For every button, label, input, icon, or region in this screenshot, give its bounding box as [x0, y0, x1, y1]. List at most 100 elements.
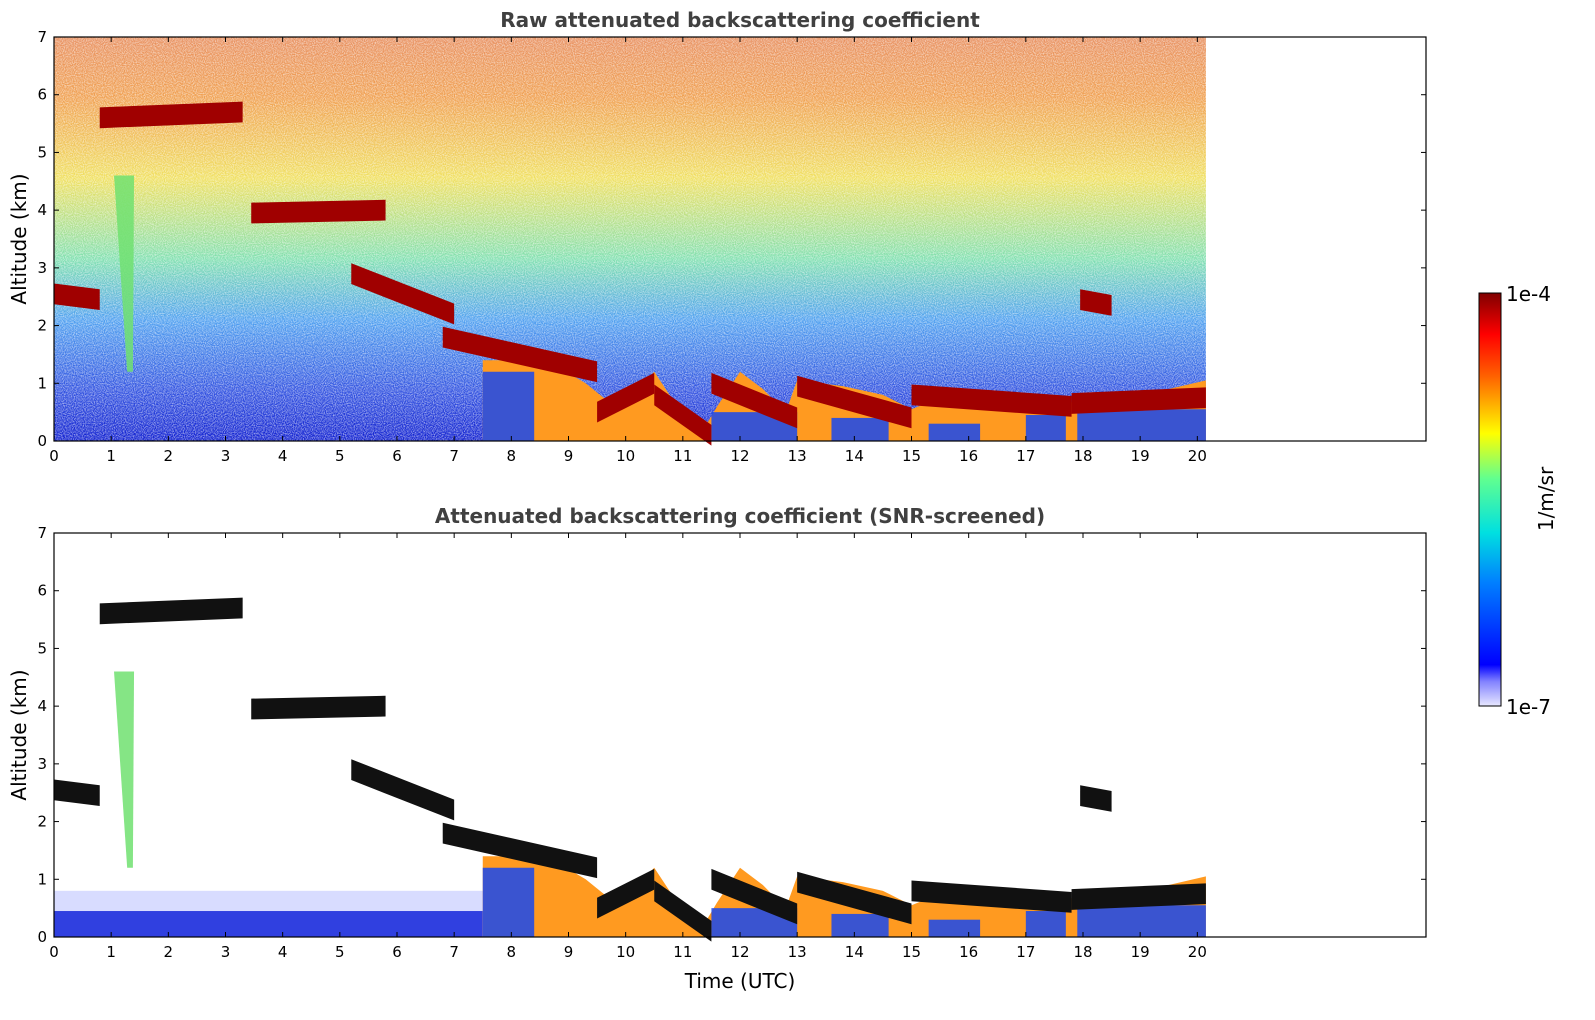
cloud-layer-10: [1071, 387, 1206, 414]
x-tick-label: 18: [1073, 943, 1092, 961]
x-tick-label: 7: [449, 447, 459, 465]
cloud-layer-9: [911, 384, 1072, 417]
cloud-layer-9: [911, 880, 1072, 913]
x-tick-label: 6: [392, 943, 402, 961]
x-tick-label: 3: [221, 943, 231, 961]
x-tick-label: 19: [1131, 943, 1150, 961]
cloud-layer-2: [251, 199, 386, 224]
x-tick-label: 5: [335, 447, 345, 465]
y-tick-label: 5: [37, 143, 47, 161]
x-tick-label: 20: [1188, 447, 1207, 465]
colorbar-gradient: [1478, 292, 1502, 707]
virga-plume: [114, 671, 135, 868]
low-backscatter-patch: [482, 371, 535, 441]
x-tick-label: 11: [673, 447, 692, 465]
x-tick-label: 1: [106, 943, 116, 961]
raw-panel: Raw attenuated backscattering coefficien…: [7, 8, 1427, 465]
colorbar-min-label: 1e-7: [1506, 695, 1551, 719]
cloud-layer-0: [54, 779, 100, 806]
y-tick-label: 6: [37, 86, 47, 104]
noise-speckle: [54, 37, 1206, 441]
cloud-layer-8: [797, 871, 912, 925]
y-tick-label: 1: [37, 870, 47, 888]
x-tick-label: 10: [616, 447, 635, 465]
x-tick-label: 18: [1073, 447, 1092, 465]
raw-panel-title: Raw attenuated backscattering coefficien…: [500, 8, 980, 32]
cloud-layer-5: [597, 868, 655, 919]
x-tick-label: 15: [902, 447, 921, 465]
low-backscatter-patch: [1025, 415, 1066, 441]
x-tick-label: 13: [788, 943, 807, 961]
y-tick-label: 2: [37, 317, 47, 335]
y-tick-label: 7: [37, 28, 47, 46]
raw-panel-y-axis-label: Altitude (km): [7, 173, 31, 304]
cloud-layer-7: [711, 868, 798, 925]
screened-panel-y-axis-label: Altitude (km): [7, 669, 31, 800]
virga-plume: [114, 175, 135, 372]
x-tick-label: 4: [278, 447, 288, 465]
screened-panel-x-ticks: 0 1 2 3 4 5 6 7 8 9 10 11 12 13 14 15 16 17 18 19 20: [49, 533, 1207, 961]
screened-panel: Attenuated backscattering coefficient (S…: [7, 504, 1427, 993]
colorbar: 1e-4 1e-7 1/m/sr: [1478, 282, 1558, 719]
cloud-layer-11: [1080, 289, 1112, 316]
x-tick-label: 12: [730, 447, 749, 465]
y-tick-label: 4: [37, 201, 47, 219]
low-backscatter-patch: [1077, 905, 1206, 937]
cloud-layer-3: [351, 759, 455, 821]
cloud-layer-4: [442, 326, 598, 383]
x-tick-label: 5: [335, 943, 345, 961]
x-tick-label: 2: [164, 447, 174, 465]
x-tick-label: 0: [49, 943, 59, 961]
x-tick-label: 19: [1131, 447, 1150, 465]
x-tick-label: 8: [507, 943, 517, 961]
x-tick-label: 16: [959, 447, 978, 465]
raw-panel-y-ticks: 0 1 2 3 4 5 6 7: [37, 28, 1426, 450]
x-tick-label: 13: [788, 447, 807, 465]
raw-panel-x-ticks: 0 1 2 3 4 5 6 7 8 9 10 11 12 13 14 15 16 17 18 19 20: [49, 37, 1207, 465]
cloud-layer-10: [1071, 883, 1206, 910]
cloud-layer-2: [251, 695, 386, 720]
x-tick-label: 14: [845, 943, 864, 961]
y-tick-label: 3: [37, 755, 47, 773]
x-axis-label: Time (UTC): [684, 969, 796, 993]
x-tick-label: 7: [449, 943, 459, 961]
y-tick-label: 1: [37, 374, 47, 392]
boundary-layer: [54, 911, 483, 937]
cloud-layer-3: [351, 263, 455, 325]
y-tick-label: 0: [37, 432, 47, 450]
cloud-layer-6: [654, 880, 712, 942]
screened-panel-title: Attenuated backscattering coefficient (S…: [435, 504, 1045, 528]
y-tick-label: 7: [37, 524, 47, 542]
x-tick-label: 10: [616, 943, 635, 961]
low-backscatter-patch: [482, 867, 535, 937]
cloud-layer-8: [797, 375, 912, 429]
x-tick-label: 11: [673, 943, 692, 961]
low-backscatter-patch: [1077, 409, 1206, 441]
low-backscatter-patch: [831, 417, 889, 441]
x-tick-label: 15: [902, 943, 921, 961]
colorbar-max-label: 1e-4: [1506, 282, 1551, 306]
x-tick-label: 9: [564, 943, 574, 961]
x-tick-label: 2: [164, 943, 174, 961]
low-backscatter-patch: [928, 919, 981, 937]
y-tick-label: 2: [37, 813, 47, 831]
y-tick-label: 0: [37, 928, 47, 946]
screened-panel-y-ticks: 0 1 2 3 4 5 6 7: [37, 524, 1426, 946]
x-tick-label: 17: [1016, 447, 1035, 465]
y-tick-label: 5: [37, 639, 47, 657]
x-tick-label: 4: [278, 943, 288, 961]
y-tick-label: 6: [37, 582, 47, 600]
cloud-layer-7: [711, 372, 798, 429]
colorbar-unit-label: 1/m/sr: [1534, 466, 1558, 531]
cloud-layer-11: [1080, 785, 1112, 812]
x-tick-label: 3: [221, 447, 231, 465]
x-tick-label: 8: [507, 447, 517, 465]
screened-panel-plot-area: [54, 597, 1206, 942]
low-backscatter-patch: [1025, 911, 1066, 937]
x-tick-label: 0: [49, 447, 59, 465]
raw-panel-plot-area: [54, 37, 1206, 446]
cloud-layer-4: [442, 822, 598, 879]
x-tick-label: 6: [392, 447, 402, 465]
cloud-layer-1: [99, 101, 243, 129]
